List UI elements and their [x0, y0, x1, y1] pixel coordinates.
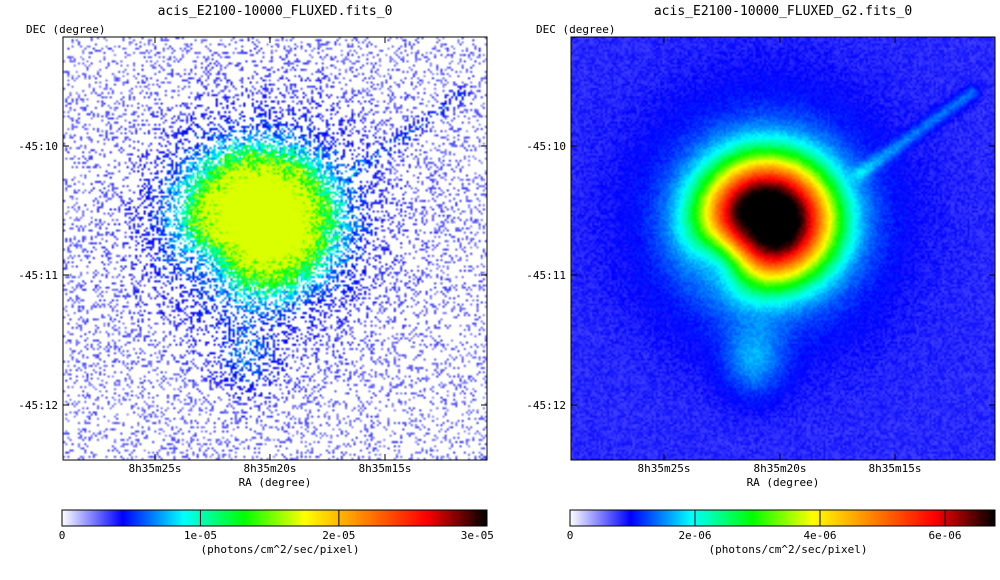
x-axis-label: RA (degree)	[747, 476, 820, 489]
y-tick-label: -45:12	[526, 399, 566, 412]
colorbar-tick-label: 3e-05	[461, 529, 494, 542]
colorbar-tick-label: 1e-05	[184, 529, 217, 542]
x-axis: 8h35m25s 8h35m20s 8h35m15s RA (degree)	[638, 37, 922, 489]
panel-title: acis_E2100-10000_FLUXED_G2.fits_0	[654, 4, 912, 19]
colorbar-gradient	[61, 509, 488, 527]
y-tick-label: -45:10	[526, 140, 566, 153]
panel-right: acis_E2100-10000_FLUXED_G2.fits_0 DEC (d…	[526, 4, 996, 556]
y-tick-label: -45:10	[18, 140, 58, 153]
colorbar-tick-label: 4e-06	[803, 529, 836, 542]
panel-left: acis_E2100-10000_FLUXED.fits_0 DEC (degr…	[18, 4, 494, 556]
colorbar-tick-label: 2e-06	[678, 529, 711, 542]
x-axis: 8h35m25s 8h35m20s 8h35m15s RA (degree)	[129, 37, 412, 489]
colorbar: 0 1e-05 2e-05 3e-05 (photons/cm^2/sec/pixel…	[59, 509, 494, 556]
colorbar: 0 2e-06 4e-06 6e-06 (photons/cm^2/sec/pixel…	[567, 509, 996, 556]
x-axis-label: RA (degree)	[239, 476, 312, 489]
y-axis-label: DEC (degree)	[26, 23, 105, 36]
plot-frame	[570, 36, 996, 461]
y-axis: -45:10 -45:11 -45:12	[18, 140, 487, 412]
plot-frame	[62, 36, 488, 461]
y-axis: -45:10 -45:11 -45:12	[526, 140, 995, 412]
heatmap-image	[571, 37, 995, 460]
y-tick-label: -45:11	[526, 269, 566, 282]
colorbar-tick-label: 0	[567, 529, 574, 542]
heatmap-image	[63, 37, 487, 460]
x-tick-label: 8h35m25s	[638, 462, 691, 475]
y-tick-label: -45:12	[18, 399, 58, 412]
x-tick-label: 8h35m15s	[869, 462, 922, 475]
y-tick-label: -45:11	[18, 269, 58, 282]
colorbar-gradient	[569, 509, 996, 527]
x-tick-label: 8h35m20s	[244, 462, 297, 475]
colorbar-label: (photons/cm^2/sec/pixel)	[709, 543, 868, 556]
x-tick-label: 8h35m15s	[359, 462, 412, 475]
panel-title: acis_E2100-10000_FLUXED.fits_0	[158, 4, 393, 19]
colorbar-tick-label: 6e-06	[928, 529, 961, 542]
x-tick-label: 8h35m25s	[129, 462, 182, 475]
colorbar-label: (photons/cm^2/sec/pixel)	[201, 543, 360, 556]
colorbar-tick-label: 0	[59, 529, 66, 542]
x-tick-label: 8h35m20s	[754, 462, 807, 475]
y-axis-label: DEC (degree)	[536, 23, 615, 36]
colorbar-tick-label: 2e-05	[322, 529, 355, 542]
